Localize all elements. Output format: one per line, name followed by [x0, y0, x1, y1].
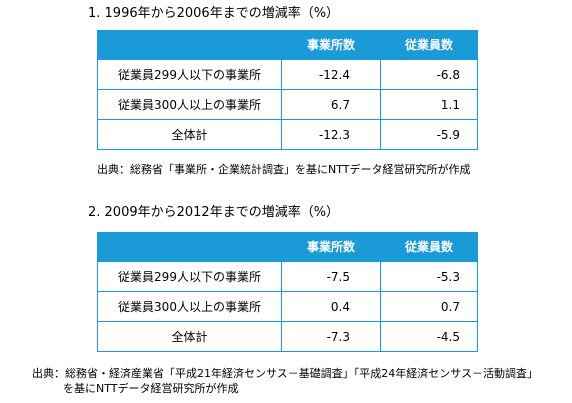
- table-body: 従業員299人以下の事業所 -12.4 -6.8 従業員300人以上の事業所 6…: [97, 59, 478, 150]
- table-row: 従業員300人以上の事業所 0.4 0.7: [97, 291, 478, 322]
- section-1-title: 1. 1996年から2006年までの増減率（%）: [88, 6, 340, 21]
- employees-value: 0.7: [380, 291, 478, 322]
- table-body: 従業員299人以下の事業所 -7.5 -5.3 従業員300人以上の事業所 0.…: [97, 261, 478, 352]
- row-label: 従業員300人以上の事業所: [97, 291, 282, 322]
- employees-value: 1.1: [380, 89, 478, 120]
- establishments-value: 0.4: [281, 291, 381, 322]
- row-label: 従業員300人以上の事業所: [97, 89, 282, 120]
- row-label: 全体計: [97, 321, 282, 352]
- section-1-source: 出典：総務省「事業所・企業統計調査」を基にNTTデータ経営研究所が作成: [97, 163, 471, 176]
- employees-value: -4.5: [380, 321, 478, 352]
- section-2-source-line-2: を基にNTTデータ経営研究所が作成: [63, 382, 239, 395]
- table-header: 事業所数 従業員数: [97, 232, 478, 262]
- header-employees: 従業員数: [380, 30, 478, 60]
- table-row: 従業員300人以上の事業所 6.7 1.1: [97, 89, 478, 120]
- header-establishments: 事業所数: [281, 30, 381, 60]
- table-row: 従業員299人以下の事業所 -12.4 -6.8: [97, 59, 478, 90]
- employees-value: -6.8: [380, 59, 478, 90]
- header-row: 事業所数 従業員数: [97, 30, 478, 60]
- establishments-value: -12.3: [281, 119, 381, 150]
- section-1-table: 事業所数 従業員数 従業員299人以下の事業所 -12.4 -6.8 従業員30…: [97, 30, 478, 150]
- header-blank-cell: [97, 30, 282, 60]
- header-employees: 従業員数: [380, 232, 478, 262]
- header-row: 事業所数 従業員数: [97, 232, 478, 262]
- row-label: 従業員299人以下の事業所: [97, 261, 282, 292]
- employees-value: -5.3: [380, 261, 478, 292]
- section-2-title: 2. 2009年から2012年までの増減率（%）: [88, 205, 340, 220]
- table-row-total: 全体計 -7.3 -4.5: [97, 321, 478, 352]
- establishments-value: -12.4: [281, 59, 381, 90]
- header-blank-cell: [97, 232, 282, 262]
- table-row-total: 全体計 -12.3 -5.9: [97, 119, 478, 150]
- section-2-source-line-1: 出典：総務省・経済産業省「平成21年経済センサス－基礎調査」「平成24年経済セン…: [32, 367, 539, 380]
- header-establishments: 事業所数: [281, 232, 381, 262]
- establishments-value: -7.5: [281, 261, 381, 292]
- table-header: 事業所数 従業員数: [97, 30, 478, 60]
- table-row: 従業員299人以下の事業所 -7.5 -5.3: [97, 261, 478, 292]
- employees-value: -5.9: [380, 119, 478, 150]
- row-label: 全体計: [97, 119, 282, 150]
- row-label: 従業員299人以下の事業所: [97, 59, 282, 90]
- establishments-value: -7.3: [281, 321, 381, 352]
- section-2-table: 事業所数 従業員数 従業員299人以下の事業所 -7.5 -5.3 従業員300…: [97, 232, 478, 352]
- establishments-value: 6.7: [281, 89, 381, 120]
